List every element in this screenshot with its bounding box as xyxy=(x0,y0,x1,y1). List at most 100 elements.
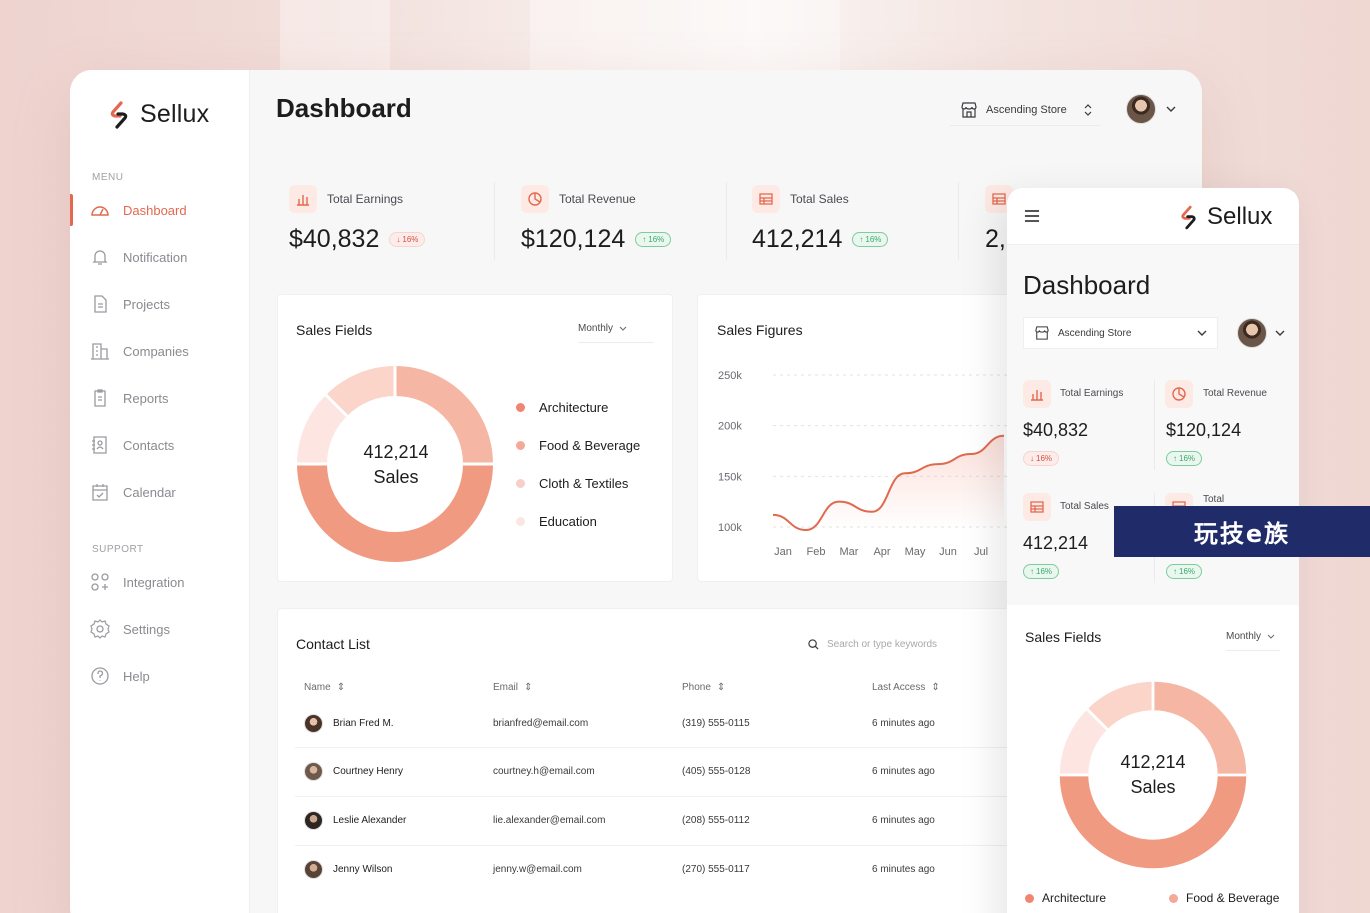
page-title: Dashboard xyxy=(1023,270,1151,300)
sidebar-item-companies[interactable]: Companies xyxy=(70,331,250,371)
legend-label: Education xyxy=(539,514,597,529)
sidebar-item-notification[interactable]: Notification xyxy=(70,237,250,277)
contact-book-icon xyxy=(92,436,107,454)
sidebar-item-reports[interactable]: Reports xyxy=(70,378,250,418)
legend-label: Cloth & Textiles xyxy=(539,476,629,491)
period-dropdown[interactable]: Monthly xyxy=(1226,631,1280,651)
search-input[interactable]: Search or type keywords xyxy=(808,639,937,650)
hamburger-menu-icon[interactable] xyxy=(1024,210,1040,222)
y-tick-label: 200k xyxy=(718,421,742,433)
x-tick-label: Feb xyxy=(807,546,826,558)
arrow-up-icon: ↑ xyxy=(859,235,864,244)
chevron-down-icon xyxy=(619,326,627,331)
row-divider xyxy=(295,845,1095,846)
badge-percent: 16% xyxy=(1179,567,1196,576)
contact-name: Courtney Henry xyxy=(333,766,404,777)
sidebar-item-help[interactable]: Help xyxy=(70,656,250,696)
mobile-brand-logo[interactable]: Sellux xyxy=(1179,203,1272,231)
column-label: Name xyxy=(304,682,331,693)
trend-badge: ↑ 16% xyxy=(1166,564,1203,579)
stat-card-total-revenue: Total Revenue $120,124 ↑ 16% xyxy=(521,185,672,265)
avatar xyxy=(304,811,323,830)
user-menu[interactable] xyxy=(1237,318,1285,348)
stat-label: Total xyxy=(1203,494,1225,505)
sellux-logo-icon xyxy=(1181,205,1196,229)
bar-chart-icon xyxy=(1023,380,1051,408)
column-header-phone[interactable]: Phone ⇕ xyxy=(682,682,725,693)
menu-heading: MENU xyxy=(92,172,124,183)
donut-center-label: 412,214 Sales xyxy=(1103,750,1203,800)
badge-percent: 16% xyxy=(1036,567,1053,576)
legend-item: Cloth & Textiles xyxy=(516,476,628,491)
column-label: Email xyxy=(493,682,519,693)
trend-badge: ↑ 16% xyxy=(852,232,889,247)
gear-icon xyxy=(90,619,110,639)
divider xyxy=(1154,380,1155,470)
stat-value: 412,214 xyxy=(1023,533,1089,553)
brand-logo[interactable]: Sellux xyxy=(108,100,209,129)
y-tick-label: 100k xyxy=(718,522,742,534)
column-header-last-access[interactable]: Last Access ⇕ xyxy=(872,682,940,693)
stat-label: Total Sales xyxy=(1060,501,1109,512)
column-header-email[interactable]: Email ⇕ xyxy=(493,682,532,693)
stat-value: $40,832 xyxy=(289,225,380,253)
row-divider xyxy=(295,747,1095,748)
row-divider xyxy=(295,796,1095,797)
column-label: Phone xyxy=(682,682,711,693)
store-selector[interactable]: Ascending Store xyxy=(950,94,1100,126)
sidebar-item-label: Notification xyxy=(123,249,188,265)
sidebar-item-dashboard[interactable]: Dashboard xyxy=(70,190,250,230)
contact-phone: (208) 555-0112 xyxy=(682,815,750,826)
divider xyxy=(726,182,727,260)
series-area xyxy=(773,435,1004,531)
page-title: Dashboard xyxy=(276,93,412,123)
sales-fields-card: Sales Fields Monthly 412,214 Sales Archi… xyxy=(277,294,673,582)
legend-label: Architecture xyxy=(1042,891,1107,905)
stat-label: Total Earnings xyxy=(1060,388,1124,399)
support-heading: SUPPORT xyxy=(92,544,144,555)
pie-chart-icon xyxy=(1165,380,1193,408)
column-header-name[interactable]: Name ⇕ xyxy=(304,682,345,693)
legend-item: Architecture xyxy=(516,400,608,415)
legend-item: Food & Beverage xyxy=(516,438,640,453)
sales-donut-chart xyxy=(1059,681,1247,869)
mobile-header: Sellux xyxy=(1007,188,1299,245)
search-icon xyxy=(808,639,819,650)
sidebar-item-label: Contacts xyxy=(123,437,175,453)
avatar[interactable] xyxy=(1126,94,1156,124)
sidebar-item-calendar[interactable]: Calendar xyxy=(70,472,250,512)
column-label: Last Access xyxy=(872,682,926,693)
stat-value: 412,214 xyxy=(752,225,843,253)
user-menu[interactable] xyxy=(1126,94,1176,124)
chevron-down-icon xyxy=(1267,634,1275,639)
period-dropdown[interactable]: Monthly xyxy=(578,323,654,343)
avatar xyxy=(304,860,323,879)
store-selector[interactable]: Ascending Store xyxy=(1023,317,1218,349)
pie-chart-icon xyxy=(521,185,549,213)
avatar[interactable] xyxy=(1237,318,1267,348)
chevron-down-icon xyxy=(1166,106,1176,112)
donut-total-caption: Sales xyxy=(373,467,419,487)
apps-grid-icon xyxy=(91,573,109,591)
stat-label: Total Earnings xyxy=(327,192,404,206)
sidebar-item-projects[interactable]: Projects xyxy=(70,284,250,324)
period-value: Monthly xyxy=(1226,631,1262,642)
divider xyxy=(958,182,959,260)
sort-updown-icon xyxy=(1084,103,1092,116)
sidebar-item-settings[interactable]: Settings xyxy=(70,609,250,649)
x-tick-label: Jul xyxy=(974,546,988,558)
arrow-down-icon: ↓ xyxy=(396,235,401,244)
donut-segment-education xyxy=(326,366,395,416)
legend-item: Food & Beverage xyxy=(1169,891,1279,905)
sidebar-item-contacts[interactable]: Contacts xyxy=(70,425,250,465)
period-value: Monthly xyxy=(578,323,614,334)
sidebar-item-label: Projects xyxy=(123,296,170,312)
sidebar-item-label: Dashboard xyxy=(123,202,187,218)
stat-label: Total Sales xyxy=(790,192,849,206)
contact-phone: (270) 555-0117 xyxy=(682,864,750,875)
sidebar-item-integration[interactable]: Integration xyxy=(70,562,250,602)
trend-badge: ↓ 16% xyxy=(389,232,426,247)
sort-icon: ⇕ xyxy=(524,682,533,693)
chevron-down-icon xyxy=(1197,330,1207,336)
card-title: Contact List xyxy=(296,636,370,652)
